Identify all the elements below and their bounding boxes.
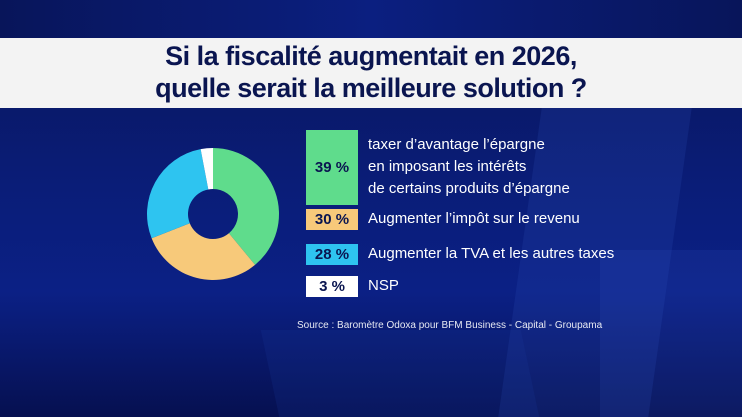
legend-value-badge: 39 %: [306, 130, 358, 205]
legend-value-badge: 28 %: [306, 244, 358, 265]
title-band: Si la fiscalité augmentait en 2026, quel…: [0, 38, 742, 108]
background-shape: [600, 250, 742, 417]
legend-label-line: Augmenter l’impôt sur le revenu: [368, 210, 580, 227]
legend-label-line: Augmenter la TVA et les autres taxes: [368, 245, 615, 262]
donut-slice: [200, 148, 213, 190]
legend-value-badge: 30 %: [306, 209, 358, 230]
legend-label: taxer d’avantage l’épargne en imposant l…: [368, 134, 570, 200]
source-note: Source : Baromètre Odoxa pour BFM Busine…: [297, 320, 603, 331]
donut-slice: [151, 223, 256, 280]
legend-label-line: en imposant les intérêts: [368, 158, 527, 175]
donut-chart: [147, 148, 279, 280]
chart-title-line-2: quelle serait la meilleure solution ?: [155, 73, 587, 103]
legend-value-badge: 3 %: [306, 276, 358, 297]
legend-label-line: de certains produits d’épargne: [368, 180, 570, 197]
background-top-band: [0, 0, 742, 38]
chart-title-line-1: Si la fiscalité augmentait en 2026,: [165, 41, 577, 71]
legend-label-line: NSP: [368, 277, 399, 294]
donut-slice: [213, 148, 279, 265]
background-shape: [260, 330, 540, 417]
donut-slice: [147, 149, 209, 239]
legend-label-line: taxer d’avantage l’épargne: [368, 136, 545, 153]
legend-label: NSP: [368, 275, 399, 297]
legend-label: Augmenter la TVA et les autres taxes: [368, 243, 614, 265]
legend-label: Augmenter l’impôt sur le revenu: [368, 208, 580, 230]
